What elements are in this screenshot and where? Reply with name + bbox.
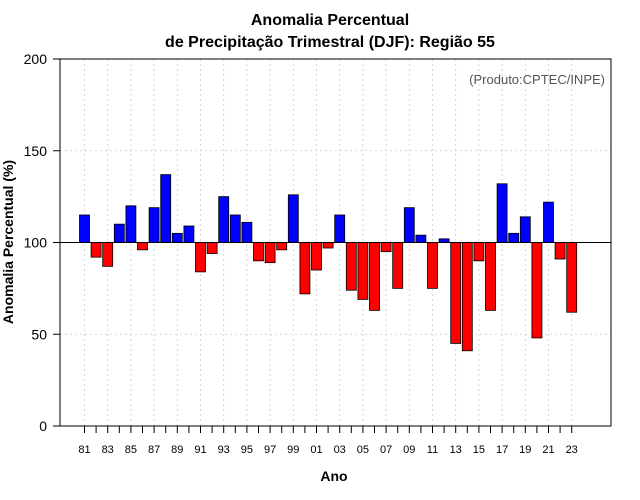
bar-1991 xyxy=(195,242,206,273)
bar-1988 xyxy=(160,174,172,243)
x-tick-label: 19 xyxy=(519,444,531,456)
bar-1993 xyxy=(218,196,230,243)
bar-1997 xyxy=(264,242,276,264)
x-tick-label: 89 xyxy=(171,444,183,456)
bar-1984 xyxy=(113,223,125,243)
bar-1983 xyxy=(102,242,114,267)
bar-1999 xyxy=(287,194,299,243)
bar-1995 xyxy=(241,221,253,243)
x-tick-label: 95 xyxy=(241,444,253,456)
bar-2013 xyxy=(450,242,462,344)
bar-2014 xyxy=(461,242,473,352)
bar-2016 xyxy=(485,242,496,311)
x-tick-label: 09 xyxy=(403,444,415,456)
bar-2004 xyxy=(345,242,357,291)
x-tick-label: 03 xyxy=(334,444,346,456)
bar-2009 xyxy=(403,207,415,243)
x-tick-label: 99 xyxy=(287,444,299,456)
x-tick-label: 11 xyxy=(427,444,438,456)
y-axis-title: Anomalia Percentual (%) xyxy=(0,160,16,324)
bar-1998 xyxy=(276,242,288,251)
bar-2023 xyxy=(566,242,578,313)
bar-2019 xyxy=(519,216,531,243)
bar-2005 xyxy=(357,242,369,300)
bar-1992 xyxy=(206,242,218,254)
bar-2006 xyxy=(369,242,380,311)
bar-2020 xyxy=(531,242,543,339)
bar-2001 xyxy=(311,242,322,271)
x-axis-title: Ano xyxy=(320,468,347,484)
bar-2017 xyxy=(496,183,508,243)
bars xyxy=(79,174,578,352)
x-tick-label: 07 xyxy=(380,444,392,456)
y-tick-label: 150 xyxy=(24,143,48,159)
x-tick-label: 87 xyxy=(148,444,160,456)
x-tick-label: 81 xyxy=(78,444,90,456)
x-tick-label: 23 xyxy=(566,444,578,456)
y-tick-label: 50 xyxy=(31,326,47,342)
y-axis: 0 50 100 150 200 xyxy=(24,51,60,434)
bar-1985 xyxy=(125,205,137,243)
x-tick-label: 93 xyxy=(218,444,230,456)
bar-2002 xyxy=(322,242,334,249)
x-tick-label: 83 xyxy=(102,444,114,456)
x-tick-label: 05 xyxy=(357,444,369,456)
bar-1987 xyxy=(148,207,160,243)
bar-1996 xyxy=(253,242,264,262)
x-tick-label: 85 xyxy=(125,444,137,456)
bar-1994 xyxy=(229,214,241,243)
bar-2022 xyxy=(554,242,566,260)
bar-1990 xyxy=(183,225,195,243)
chart-title-line-1: Anomalia Percentual xyxy=(251,12,409,29)
bar-2007 xyxy=(380,242,392,253)
bar-1986 xyxy=(137,242,148,251)
bar-2018 xyxy=(508,232,520,243)
x-tick-label: 91 xyxy=(194,444,206,456)
x-tick-label: 13 xyxy=(450,444,462,456)
bar-2000 xyxy=(299,242,311,295)
bar-2012 xyxy=(438,238,450,243)
x-tick-label: 21 xyxy=(542,444,554,456)
bar-2021 xyxy=(543,201,554,243)
source-annotation: (Produto:CPTEC/INPE) xyxy=(469,72,605,87)
bar-2011 xyxy=(427,242,438,289)
bar-2008 xyxy=(392,242,404,289)
y-tick-label: 200 xyxy=(24,51,48,67)
x-tick-label: 97 xyxy=(264,444,276,456)
chart-title-line-2: de Precipitação Trimestral (DJF): Região… xyxy=(165,34,495,51)
bar-1982 xyxy=(90,242,102,258)
y-tick-label: 100 xyxy=(24,235,48,251)
bar-2015 xyxy=(473,242,485,262)
x-tick-label: 17 xyxy=(496,444,508,456)
y-tick-label: 0 xyxy=(39,418,47,434)
x-tick-label: 15 xyxy=(473,444,485,456)
bar-1981 xyxy=(79,214,90,243)
bar-2003 xyxy=(334,214,346,243)
x-tick-label: 01 xyxy=(310,444,322,456)
grid xyxy=(60,58,611,427)
x-axis: 81 83 85 87 89 91 93 95 97 99 01 03 05 07 09 11 13 15 17 19… xyxy=(78,426,578,456)
bar-2010 xyxy=(415,234,427,243)
bar-1989 xyxy=(171,232,183,243)
